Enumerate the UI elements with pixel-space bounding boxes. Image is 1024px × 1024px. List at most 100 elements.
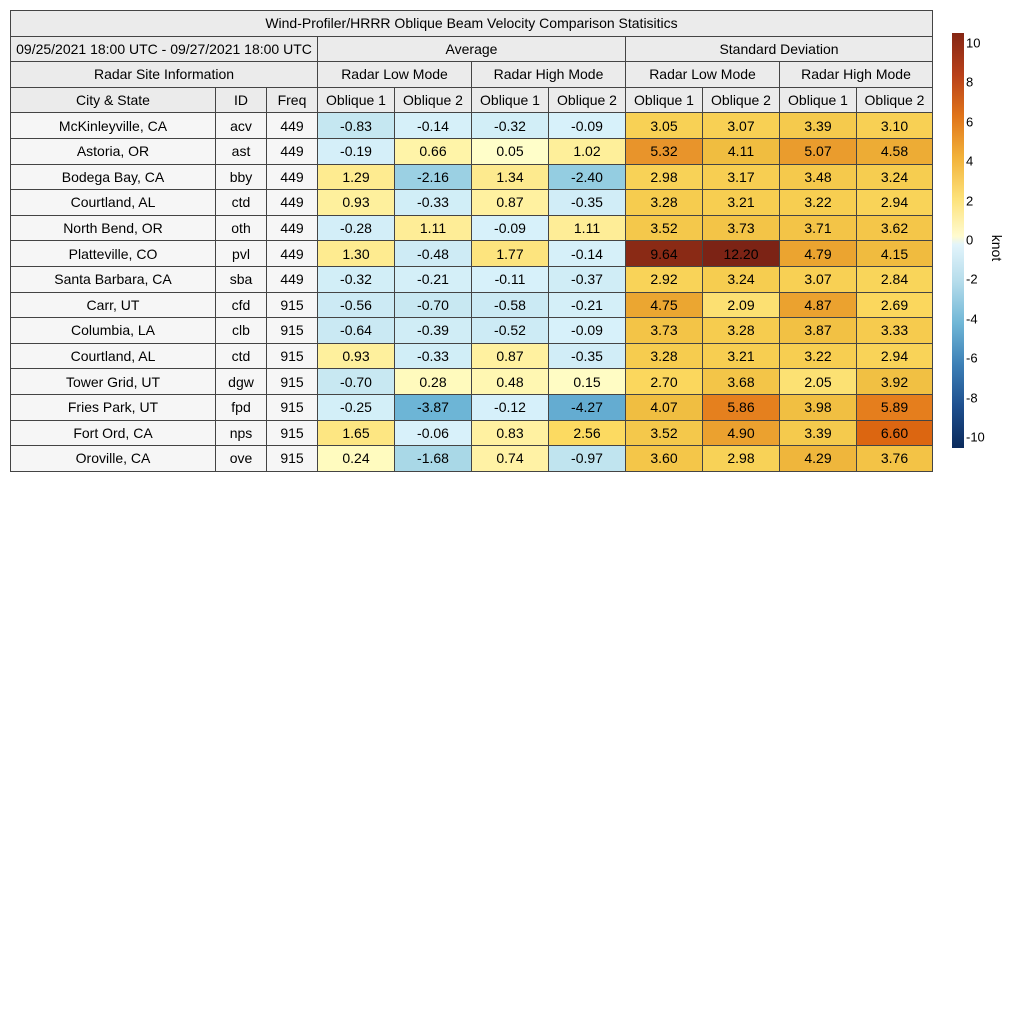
cell-city: North Bend, OR bbox=[10, 214, 216, 242]
value-cell: -0.56 bbox=[317, 291, 395, 319]
colorbar-tick: 4 bbox=[966, 153, 974, 169]
mode-header: Radar Low Mode bbox=[625, 61, 780, 88]
value-cell: 2.69 bbox=[856, 291, 933, 319]
cell-freq: 449 bbox=[266, 265, 318, 293]
value-cell: 3.22 bbox=[779, 342, 857, 370]
cell-city: Fort Ord, CA bbox=[10, 419, 216, 447]
value-cell: -0.25 bbox=[317, 393, 395, 421]
value-cell: -0.83 bbox=[317, 112, 395, 139]
mode-header: Radar Low Mode bbox=[317, 61, 472, 88]
cell-freq: 915 bbox=[266, 368, 318, 395]
value-cell: 4.58 bbox=[856, 137, 933, 165]
value-cell: 3.28 bbox=[625, 342, 703, 370]
cell-freq: 449 bbox=[266, 240, 318, 267]
cell-freq: 915 bbox=[266, 317, 318, 344]
cell-id: ctd bbox=[215, 189, 267, 216]
value-cell: 0.87 bbox=[471, 342, 549, 370]
value-cell: 4.29 bbox=[779, 445, 857, 472]
value-cell: 0.83 bbox=[471, 419, 549, 447]
value-cell: 5.89 bbox=[856, 393, 933, 421]
cell-freq: 915 bbox=[266, 445, 318, 472]
value-cell: -0.70 bbox=[317, 368, 395, 395]
cell-city: Carr, UT bbox=[10, 291, 216, 319]
cell-freq: 915 bbox=[266, 393, 318, 421]
column-header: Freq bbox=[266, 86, 318, 114]
value-cell: -0.09 bbox=[548, 317, 626, 344]
value-cell: -1.68 bbox=[394, 445, 472, 472]
value-cell: 6.60 bbox=[856, 419, 933, 447]
value-cell: 9.64 bbox=[625, 240, 703, 267]
value-cell: 3.39 bbox=[779, 419, 857, 447]
value-cell: 1.02 bbox=[548, 137, 626, 165]
value-cell: -0.58 bbox=[471, 291, 549, 319]
colorbar-label: knot bbox=[989, 234, 1006, 262]
value-cell: -2.40 bbox=[548, 163, 626, 191]
table-row: North Bend, OR oth 449 -0.28 1.11 -0.09 1.11 3.… bbox=[10, 214, 933, 242]
value-cell: 2.98 bbox=[702, 445, 780, 472]
value-cell: -0.21 bbox=[548, 291, 626, 319]
cell-city: Platteville, CO bbox=[10, 240, 216, 267]
value-cell: -0.19 bbox=[317, 137, 395, 165]
value-cell: 0.93 bbox=[317, 342, 395, 370]
table-row: Columbia, LA clb 915 -0.64 -0.39 -0.52 -0.09 3.… bbox=[10, 317, 933, 344]
cell-id: nps bbox=[215, 419, 267, 447]
value-cell: -0.06 bbox=[394, 419, 472, 447]
value-cell: 1.11 bbox=[394, 214, 472, 242]
value-cell: -0.11 bbox=[471, 265, 549, 293]
value-cell: 4.07 bbox=[625, 393, 703, 421]
cell-id: fpd bbox=[215, 393, 267, 421]
table-row: McKinleyville, CA acv 449 -0.83 -0.14 -0.32 -0… bbox=[10, 112, 933, 139]
value-cell: 3.17 bbox=[702, 163, 780, 191]
colorbar-tick: 0 bbox=[966, 232, 974, 248]
colorbar-tick: 6 bbox=[966, 114, 974, 130]
value-cell: 1.34 bbox=[471, 163, 549, 191]
value-cell: 1.65 bbox=[317, 419, 395, 447]
value-cell: 3.73 bbox=[702, 214, 780, 242]
cell-city: McKinleyville, CA bbox=[10, 112, 216, 139]
value-cell: -0.48 bbox=[394, 240, 472, 267]
value-cell: 3.24 bbox=[856, 163, 933, 191]
table-title: Wind-Profiler/HRRR Oblique Beam Velocity… bbox=[10, 10, 933, 37]
colorbar-tick: -4 bbox=[966, 311, 978, 327]
cell-city: Oroville, CA bbox=[10, 445, 216, 472]
value-cell: -0.64 bbox=[317, 317, 395, 344]
value-cell: 5.86 bbox=[702, 393, 780, 421]
value-cell: 4.15 bbox=[856, 240, 933, 267]
cell-city: Columbia, LA bbox=[10, 317, 216, 344]
value-cell: 3.07 bbox=[779, 265, 857, 293]
value-cell: 3.68 bbox=[702, 368, 780, 395]
value-cell: 2.84 bbox=[856, 265, 933, 293]
cell-city: Courtland, AL bbox=[10, 342, 216, 370]
colorbar-tick: -6 bbox=[966, 350, 978, 366]
value-cell: 3.73 bbox=[625, 317, 703, 344]
value-cell: 2.09 bbox=[702, 291, 780, 319]
value-cell: 0.93 bbox=[317, 189, 395, 216]
value-cell: 3.39 bbox=[779, 112, 857, 139]
column-header: ID bbox=[215, 86, 267, 114]
value-cell: -2.16 bbox=[394, 163, 472, 191]
cell-id: clb bbox=[215, 317, 267, 344]
value-cell: 3.48 bbox=[779, 163, 857, 191]
cell-city: Fries Park, UT bbox=[10, 393, 216, 421]
value-cell: 1.77 bbox=[471, 240, 549, 267]
cell-id: acv bbox=[215, 112, 267, 139]
value-cell: 0.28 bbox=[394, 368, 472, 395]
value-cell: 3.98 bbox=[779, 393, 857, 421]
mode-header: Radar High Mode bbox=[471, 61, 626, 88]
table-row: Tower Grid, UT dgw 915 -0.70 0.28 0.48 0.15 2.7… bbox=[10, 368, 933, 395]
value-cell: 0.87 bbox=[471, 189, 549, 216]
cell-id: pvl bbox=[215, 240, 267, 267]
column-header: Oblique 1 bbox=[471, 86, 549, 114]
cell-id: ast bbox=[215, 137, 267, 165]
cell-city: Tower Grid, UT bbox=[10, 368, 216, 395]
value-cell: 3.21 bbox=[702, 342, 780, 370]
value-cell: 3.24 bbox=[702, 265, 780, 293]
value-cell: 2.56 bbox=[548, 419, 626, 447]
colorbar-tick: -8 bbox=[966, 390, 978, 406]
table-row: Astoria, OR ast 449 -0.19 0.66 0.05 1.02 5.32 4.… bbox=[10, 137, 933, 165]
cell-freq: 449 bbox=[266, 163, 318, 191]
value-cell: 3.28 bbox=[702, 317, 780, 344]
value-cell: 3.62 bbox=[856, 214, 933, 242]
table-row: Carr, UT cfd 915 -0.56 -0.70 -0.58 -0.21 4.75 2.… bbox=[10, 291, 933, 319]
colorbar bbox=[952, 33, 964, 448]
